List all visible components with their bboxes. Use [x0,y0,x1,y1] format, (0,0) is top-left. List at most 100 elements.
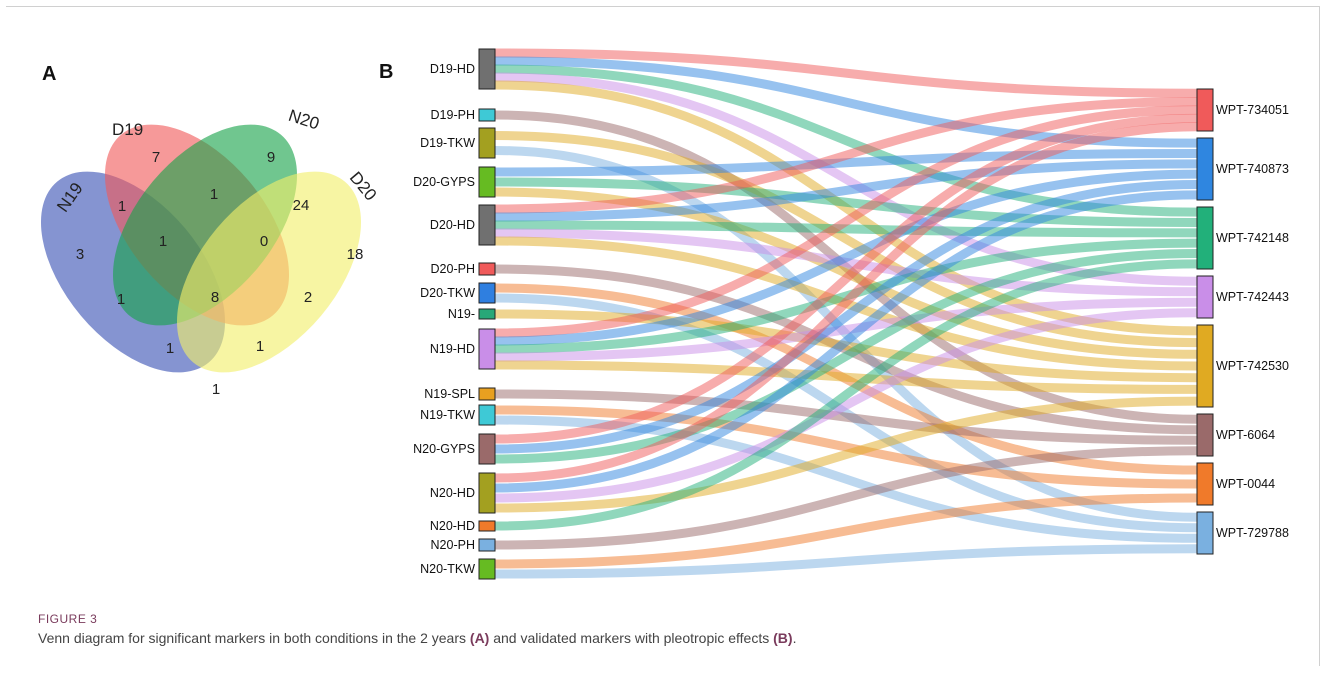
sankey-link-n19-hd-wpt-734051 [494,105,1198,338]
sankey-node-label-n20-tkw-15: N20-TKW [420,562,475,576]
sankey-link-d20-gyps-wpt-742148 [494,177,1198,227]
venn-label-d19: D19 [112,120,143,139]
sankey-node-d19-hd-0 [478,48,496,90]
sankey-node-wpt-740873 [1196,137,1214,201]
venn-count-d19-only: 7 [152,149,160,166]
sankey-node-d20-ph-5 [478,262,496,276]
sankey-node-d19-ph-1 [478,108,496,122]
sankey-node-wpt-742530 [1196,324,1214,408]
venn-count-n20-d20: 24 [293,197,310,214]
sankey-node-n20-hd-12 [478,472,496,514]
venn-count-d19-n20-d20: 0 [260,233,268,250]
sankey-link-d19-tkw-wpt-742530 [494,131,1198,348]
sankey-left-nodes: D19-HD D19-PH D19-TKW D20-GYPS D20-HD D20-PH D… [413,48,496,580]
sankey-link-n20-hd-wpt-742148 [494,259,1198,531]
sankey-node-n20-gyps-11 [478,433,496,465]
venn-count-n19-d20: 1 [212,381,220,398]
sankey-node-label-wpt-742148: WPT-742148 [1216,231,1289,245]
sankey-node-wpt-0044 [1196,462,1214,506]
figure-caption: Venn diagram for significant markers in … [38,630,796,646]
sankey-node-label-wpt-6064: WPT-6064 [1216,428,1275,442]
sankey-node-n19-tkw-10 [478,404,496,426]
sankey-link-d19-hd-wpt-734051 [494,48,1198,98]
venn-set-d20 [176,171,362,373]
sankey-link-n19-tkw-wpt-0044 [494,405,1198,489]
venn-diagram [40,124,362,373]
sankey-link-n20-gyps-wpt-740873 [494,180,1198,454]
panel-a-letter: A [42,63,56,85]
sankey-links [494,48,1198,579]
sankey-node-d20-tkw-6 [478,282,496,304]
venn-count-n19-d19-n20: 1 [159,233,167,250]
sankey-link-n19-hd-wpt-740873 [494,169,1198,346]
sankey-link-n20-hd-wpt-740873 [494,190,1198,493]
venn-count-n19-n20: 1 [117,291,125,308]
sankey-link-n20-hd-wpt-742530 [494,396,1198,513]
venn-count-d19-d20: 2 [304,289,312,306]
sankey-node-n20-tkw-15 [478,558,496,580]
caption-ref-b: (B) [773,630,793,646]
venn-count-all: 8 [211,289,219,306]
sankey-node-label-n19-spl-9: N19-SPL [424,387,475,401]
sankey-link-d20-gyps-wpt-740873 [494,149,1198,177]
sankey-right-nodes: WPT-734051 WPT-740873 WPT-742148 WPT-742443… [1196,88,1289,555]
sankey-node-n20-hd-13 [478,520,496,532]
venn-label-n20: N20 [286,106,322,134]
venn-count-n19-only: 3 [76,246,84,263]
figure-label: FIGURE 3 [38,612,98,626]
sankey-node-d20-hd-4 [478,204,496,246]
sankey-node-label-d20-gyps-3: D20-GYPS [413,175,475,189]
sankey-node-label-d20-tkw-6: D20-TKW [420,286,475,300]
sankey-node-label-n20-hd-13: N20-HD [430,519,475,533]
sankey-link-n20-tkw-wpt-729788 [494,544,1198,579]
sankey-link-n20-ph-wpt-6064 [494,446,1198,550]
sankey-link-n20-gyps-wpt-734051 [494,113,1198,444]
sankey-node-wpt-734051 [1196,88,1214,132]
sankey-node-label-wpt-734051: WPT-734051 [1216,103,1289,117]
sankey-node-n19-hd-8 [478,328,496,370]
sankey-node-label-wpt-0044: WPT-0044 [1216,477,1275,491]
sankey-node-wpt-6064 [1196,413,1214,457]
sankey-node-label-n20-hd-12: N20-HD [430,486,475,500]
sankey-node-label-d19-tkw-2: D19-TKW [420,136,475,150]
caption-ref-a: (A) [469,630,490,646]
sankey-node-label-wpt-742443: WPT-742443 [1216,290,1289,304]
sankey-node-wpt-729788 [1196,511,1214,555]
figure-frame [6,6,1320,666]
venn-count-d20-only: 18 [347,246,364,263]
panel-b-letter: B [379,61,393,83]
sankey-node-label-n19-tkw-10: N19-TKW [420,408,475,422]
venn-count-n19-d19: 1 [118,198,126,215]
sankey-node-n20-ph-14 [478,538,496,552]
sankey-link-n19-hd-wpt-742443 [494,297,1198,362]
sankey-link-d19-hd-wpt-742530 [494,80,1198,336]
sankey-node-label-d20-hd-4: D20-HD [430,218,475,232]
sankey-node-d19-tkw-2 [478,127,496,159]
sankey-node-label-wpt-729788: WPT-729788 [1216,526,1289,540]
sankey-node-label-wpt-740873: WPT-740873 [1216,162,1289,176]
sankey-node-label-n19-hd-8: N19-HD [430,342,475,356]
sankey-node-label-wpt-742530: WPT-742530 [1216,359,1289,373]
venn-count-n19-d19-d20: 1 [256,338,264,355]
caption-part-3: . [792,630,797,646]
sankey-node-label-n20-ph-14: N20-PH [431,538,475,552]
venn-count-n20-only: 9 [267,149,275,166]
sankey-node-n19-7 [478,308,496,320]
sankey-link-n19-hd-wpt-742530 [494,360,1198,394]
sankey-node-label-d19-hd-0: D19-HD [430,62,475,76]
sankey-link-d20-hd-wpt-740873 [494,159,1198,222]
sankey-link-n20-tkw-wpt-0044 [494,493,1198,569]
sankey-link-n20-gyps-wpt-742148 [494,249,1198,464]
sankey-link-d20-hd-wpt-734051 [494,97,1198,214]
sankey-node-d20-gyps-3 [478,166,496,198]
caption-part-1: Venn diagram for significant markers in … [38,630,470,646]
sankey-node-label-d19-ph-1: D19-PH [431,108,475,122]
sankey-node-label-n20-gyps-11: N20-GYPS [413,442,475,456]
venn-count-d19-n20: 1 [210,186,218,203]
sankey-link-n20-hd-wpt-734051 [494,122,1198,483]
sankey-link-d20-hd-wpt-742148 [494,220,1198,238]
sankey-link-d19-ph-wpt-6064 [494,110,1198,424]
venn-count-n19-n20-d20: 1 [166,340,174,357]
sankey-node-label-n19-7: N19- [448,307,475,321]
